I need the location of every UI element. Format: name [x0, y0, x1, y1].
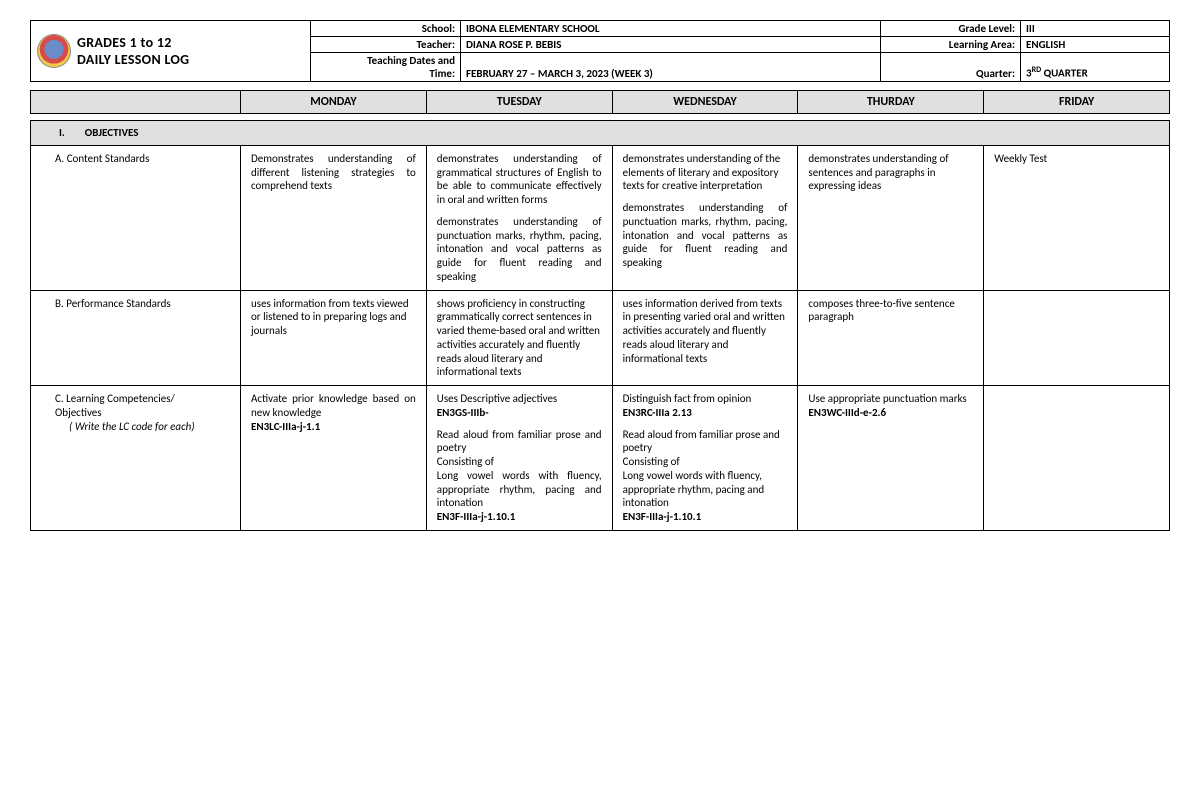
performance-standards-label: B. Performance Standards — [31, 290, 241, 386]
lc-wed-l3: Consisting of — [623, 455, 788, 469]
dates-label-line2: Time: — [316, 67, 455, 80]
lc-wed-code2: EN3F-IIIa-j-1.10.1 — [623, 510, 788, 524]
content-table: I. OBJECTIVES A. Content Standards Demon… — [30, 120, 1170, 531]
lc-mon-code: EN3LC-IIIa-j-1.1 — [251, 420, 416, 434]
dll-title-line2: DAILY LESSON LOG — [77, 51, 189, 68]
section-objectives-cell: I. OBJECTIVES — [31, 121, 1170, 146]
content-standards-thursday: demonstrates understanding of sentences … — [798, 145, 984, 290]
quarter-label: Quarter: — [881, 53, 1021, 82]
lc-tue-code2: EN3F-IIIa-j-1.10.1 — [437, 510, 602, 524]
dll-title-cell: GRADES 1 to 12 DAILY LESSON LOG — [31, 21, 311, 82]
section-objectives-row: I. OBJECTIVES — [31, 121, 1170, 146]
lc-monday: Activate prior knowledge based on new kn… — [241, 386, 427, 531]
lc-label-l2: Objectives — [55, 406, 230, 420]
teacher-value: DIANA ROSE P. BEBIS — [461, 37, 881, 53]
content-standards-friday: Weekly Test — [984, 145, 1170, 290]
lc-friday — [984, 386, 1170, 531]
ps-wednesday: uses information derived from texts in p… — [612, 290, 798, 386]
section-num: I. — [59, 126, 65, 139]
lc-thu-code: EN3WC-IIId-e-2.6 — [808, 406, 973, 420]
content-standards-label: A. Content Standards — [31, 145, 241, 290]
row-content-standards: A. Content Standards Demonstrates unders… — [31, 145, 1170, 290]
lc-thu-l1: Use appropriate punctuation marks — [808, 392, 973, 406]
content-standards-wednesday: demonstrates understanding of the elemen… — [612, 145, 798, 290]
teacher-label: Teacher: — [311, 37, 461, 53]
learning-area-label: Learning Area: — [881, 37, 1021, 53]
ps-thursday: composes three-to-five sentence paragrap… — [798, 290, 984, 386]
lc-wednesday: Distinguish fact from opinion EN3RC-IIIa… — [612, 386, 798, 531]
day-tuesday: TUESDAY — [426, 91, 612, 114]
cs-tue-p1: demonstrates understanding of grammatica… — [437, 152, 602, 207]
grade-level-label: Grade Level: — [881, 21, 1021, 37]
lc-label-l3: ( Write the LC code for each) — [55, 420, 230, 434]
lc-tue-l2: Read aloud from familiar prose and poetr… — [437, 428, 602, 456]
teaching-dates-label: Teaching Dates and Time: — [311, 53, 461, 82]
cs-wed-p2: demonstrates understanding of punctuatio… — [623, 201, 788, 270]
lc-tue-l1: Uses Descriptive adjectives — [437, 392, 602, 406]
school-label: School: — [311, 21, 461, 37]
day-header-table: MONDAY TUESDAY WEDNESDAY THURDAY FRIDAY — [30, 90, 1170, 114]
ps-friday — [984, 290, 1170, 386]
lc-wed-l2: Read aloud from familiar prose and poetr… — [623, 428, 788, 456]
cs-tue-p2: demonstrates understanding of punctuatio… — [437, 215, 602, 284]
lc-wed-code1: EN3RC-IIIa 2.13 — [623, 406, 788, 420]
lc-wed-l4: Long vowel words with fluency, appropria… — [623, 469, 788, 510]
ps-tuesday: shows proficiency in constructing gramma… — [426, 290, 612, 386]
day-thursday: THURDAY — [798, 91, 984, 114]
lc-mon-text: Activate prior knowledge based on new kn… — [251, 392, 416, 420]
learning-area-value: ENGLISH — [1021, 37, 1170, 53]
dates-label-line1: Teaching Dates and — [316, 54, 455, 67]
day-wednesday: WEDNESDAY — [612, 91, 798, 114]
quarter-text: QUARTER — [1041, 67, 1088, 80]
content-standards-monday: Demonstrates understanding of different … — [241, 145, 427, 290]
lc-tue-l4: Long vowel words with fluency, appropria… — [437, 469, 602, 510]
day-friday: FRIDAY — [984, 91, 1170, 114]
grade-level-value: III — [1021, 21, 1170, 37]
deped-logo-icon — [37, 34, 71, 68]
ps-monday: uses information from texts viewed or li… — [241, 290, 427, 386]
row-learning-competencies: C. Learning Competencies/ Objectives ( W… — [31, 386, 1170, 531]
quarter-value: 3RD QUARTER — [1021, 53, 1170, 82]
lc-tue-code1: EN3GS-IIIb- — [437, 406, 602, 420]
lc-thursday: Use appropriate punctuation marks EN3WC-… — [798, 386, 984, 531]
lc-tuesday: Uses Descriptive adjectives EN3GS-IIIb- … — [426, 386, 612, 531]
dll-title-line1: GRADES 1 to 12 — [77, 34, 189, 51]
teaching-dates-value: FEBRUARY 27 – MARCH 3, 2023 (WEEK 3) — [461, 53, 881, 82]
quarter-sup: RD — [1032, 65, 1042, 75]
lc-wed-l1: Distinguish fact from opinion — [623, 392, 788, 406]
lc-label-l1: C. Learning Competencies/ — [55, 392, 230, 406]
lc-tue-l3: Consisting of — [437, 455, 602, 469]
learning-competencies-label: C. Learning Competencies/ Objectives ( W… — [31, 386, 241, 531]
day-monday: MONDAY — [241, 91, 427, 114]
dll-header-table: GRADES 1 to 12 DAILY LESSON LOG School: … — [30, 20, 1170, 82]
cs-wed-p1: demonstrates understanding of the elemen… — [623, 152, 788, 193]
school-value: IBONA ELEMENTARY SCHOOL — [461, 21, 881, 37]
section-title: OBJECTIVES — [85, 126, 139, 139]
content-standards-tuesday: demonstrates understanding of grammatica… — [426, 145, 612, 290]
day-header-blank — [31, 91, 241, 114]
row-performance-standards: B. Performance Standards uses informatio… — [31, 290, 1170, 386]
